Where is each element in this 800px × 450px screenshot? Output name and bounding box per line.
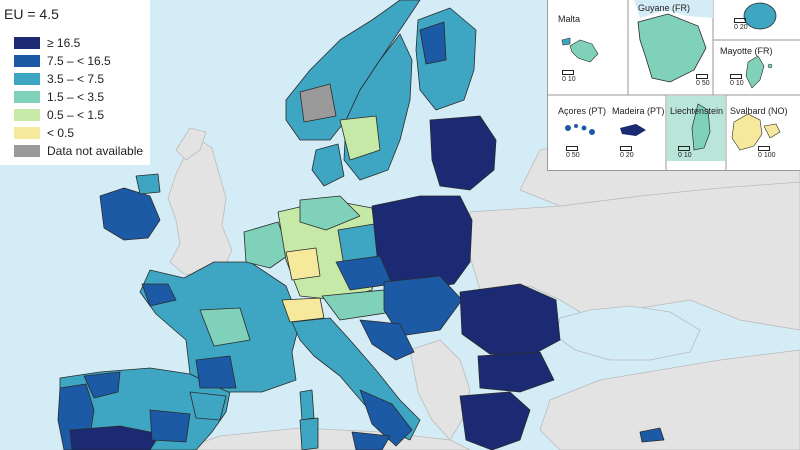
scale-bar-svalbard: 0 100 — [758, 146, 776, 159]
scale-bar-liechtenstein: 0 10 — [678, 146, 692, 159]
south-spain-region — [69, 425, 161, 450]
legend-item: 3.5 – < 7.5 — [14, 72, 104, 86]
malta-shape — [569, 39, 599, 63]
legend-label: 3.5 – < 7.5 — [47, 72, 105, 86]
baltics-region — [429, 115, 497, 191]
sardinia-region — [299, 417, 319, 450]
galicia-region — [83, 371, 121, 399]
legend-label: < 0.5 — [47, 126, 75, 140]
inset-panel: Malta 0 10 Guyane (FR) 0 50 0 20 Mayotte… — [547, 0, 800, 171]
norway-grey-region — [299, 83, 337, 123]
iceland-ireland-region — [99, 187, 161, 241]
inset-label-mayotte: Mayotte (FR) — [720, 46, 773, 56]
cyprus-region — [639, 427, 665, 443]
slovakia-hungary-region — [383, 275, 463, 337]
reunion-shape — [743, 2, 777, 30]
acores-island — [574, 124, 578, 128]
legend-item: 1.5 – < 3.5 — [14, 90, 104, 104]
finland-east-region — [419, 21, 447, 65]
inset-drawings — [548, 0, 800, 170]
east-spain-region — [149, 409, 191, 443]
sicily-region — [351, 431, 391, 450]
svalbard-shape — [731, 113, 763, 151]
south-france-region — [195, 355, 237, 389]
balkans-land — [409, 339, 471, 441]
south-sweden-region — [339, 115, 381, 161]
legend-swatch — [14, 91, 40, 103]
liechtenstein-shape — [691, 103, 711, 151]
eu-regions — [57, 0, 665, 450]
legend-label: 1.5 – < 3.5 — [47, 90, 105, 104]
legend-item: Data not available — [14, 144, 143, 158]
acores-island — [581, 125, 587, 131]
switzerland-region — [281, 297, 325, 323]
legend-swatch — [14, 145, 40, 157]
inset-label-malta: Malta — [558, 14, 581, 24]
scale-bar-madeira: 0 20 — [620, 146, 634, 159]
brittany-region — [141, 283, 177, 307]
petite-terre-shape — [767, 63, 773, 69]
legend-label: ≥ 16.5 — [47, 36, 81, 50]
south-italy-region — [359, 389, 413, 447]
guyane-sea — [634, 0, 713, 18]
scale-bar-acores: 0 50 — [566, 146, 580, 159]
madeira-shape — [620, 124, 646, 136]
acores-island — [565, 125, 571, 131]
greece-region — [459, 391, 531, 450]
rhine-region — [285, 247, 321, 281]
mayotte-shape — [745, 55, 765, 89]
legend-swatch — [14, 55, 40, 67]
benelux-region — [243, 221, 291, 269]
legend-title: EU = 4.5 — [4, 6, 59, 22]
inset-label-liechtenstein: Liechtenstein — [670, 106, 724, 116]
acores-island — [589, 129, 595, 135]
scale-bar-mayotte: 0 10 — [730, 74, 744, 87]
northern-ireland-region — [135, 173, 161, 195]
inset-label-acores: Açores (PT) — [558, 106, 607, 116]
central-france-region — [199, 307, 251, 347]
legend-item: ≥ 16.5 — [14, 36, 80, 50]
turkey-land — [539, 349, 800, 450]
legend-swatch — [14, 37, 40, 49]
scale-bar-malta: 0 10 — [562, 70, 576, 83]
corsica-region — [299, 389, 315, 421]
legend-label: 0.5 – < 1.5 — [47, 108, 105, 122]
romania-region — [459, 283, 561, 357]
denmark-region — [311, 143, 345, 187]
map-legend: EU = 4.5 ≥ 16.5 7.5 – < 16.5 3.5 – < 7.5… — [0, 0, 150, 165]
black-sea — [555, 305, 701, 361]
svalbard-east-shape — [763, 123, 781, 139]
north-germany-region — [299, 195, 361, 231]
legend-item: 7.5 – < 16.5 — [14, 54, 111, 68]
inset-label-svalbard: Svalbard (NO) — [730, 106, 788, 116]
guyane-shape — [637, 13, 707, 83]
inset-label-madeira: Madeira (PT) — [612, 106, 665, 116]
legend-swatch — [14, 73, 40, 85]
scotland-land — [175, 127, 207, 161]
legend-swatch — [14, 127, 40, 139]
legend-label: 7.5 – < 16.5 — [47, 54, 111, 68]
inset-label-guyane: Guyane (FR) — [638, 3, 691, 13]
slovenia-croatia-region — [359, 319, 415, 361]
legend-item: 0.5 – < 1.5 — [14, 108, 104, 122]
legend-item: < 0.5 — [14, 126, 74, 140]
legend-label: Data not available — [47, 144, 144, 158]
catalonia-region — [189, 391, 227, 421]
scale-bar-guyane: 0 50 — [696, 74, 710, 87]
bulgaria-region — [477, 351, 555, 393]
scale-bar-reunion: 0 20 — [734, 18, 748, 31]
legend-swatch — [14, 109, 40, 121]
gozo-shape — [561, 37, 571, 46]
